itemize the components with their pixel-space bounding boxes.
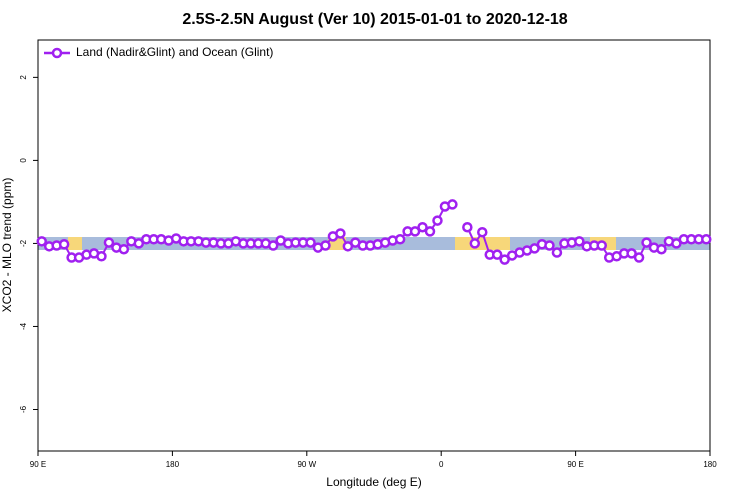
data-point [432,215,443,226]
data-point [424,226,436,237]
land-patch [68,237,82,250]
legend-label: Land (Nadir&Glint) and Ocean (Glint) [76,45,273,59]
data-point [626,248,637,259]
data-point [633,252,645,263]
data-point [499,254,510,265]
land-patch [455,237,510,250]
data-point [335,228,346,239]
data-point [529,243,540,254]
y-tick-label: -4 [19,322,28,330]
x-tick-label: 180 [703,460,717,469]
y-tick-label: -6 [19,405,28,413]
data-point [574,236,585,247]
data-point [477,226,488,238]
legend-marker [51,47,63,59]
plot-frame [37,39,711,452]
data-point [641,237,652,248]
y-tick-label: 0 [19,158,28,163]
data-point [417,221,428,233]
data-point [305,237,316,248]
data-point [394,234,406,245]
data-point [267,240,279,251]
data-point [36,236,47,247]
data-point [409,226,421,237]
x-tick-label: 90 E [30,460,46,469]
chart-title: 2.5S-2.5N August (Ver 10) 2015-01-01 to … [182,11,567,28]
data-point [462,221,473,233]
x-tick-label: 180 [166,460,180,469]
data-point [96,251,107,262]
data-point [491,249,503,260]
data-point [671,238,682,249]
data-point [103,237,115,248]
x-axis-label: Longitude (deg E) [326,475,421,489]
data-point [551,247,563,258]
x-tick-label: 0 [439,460,444,469]
data-point [469,238,481,249]
data-point [58,239,70,250]
y-tick-label: -2 [19,239,28,247]
data-point [596,240,607,251]
data-point [701,234,712,245]
y-axis-label: XCO2 - MLO trend (ppm) [0,178,14,313]
data-point [544,240,555,251]
data-point [656,243,667,255]
data-point [447,199,458,210]
data-point [133,238,145,249]
x-tick-label: 90 E [567,460,583,469]
data-point [118,243,130,255]
data-point [320,240,331,251]
x-tick-label: 90 W [297,460,316,469]
y-tick-label: 2 [19,75,28,80]
